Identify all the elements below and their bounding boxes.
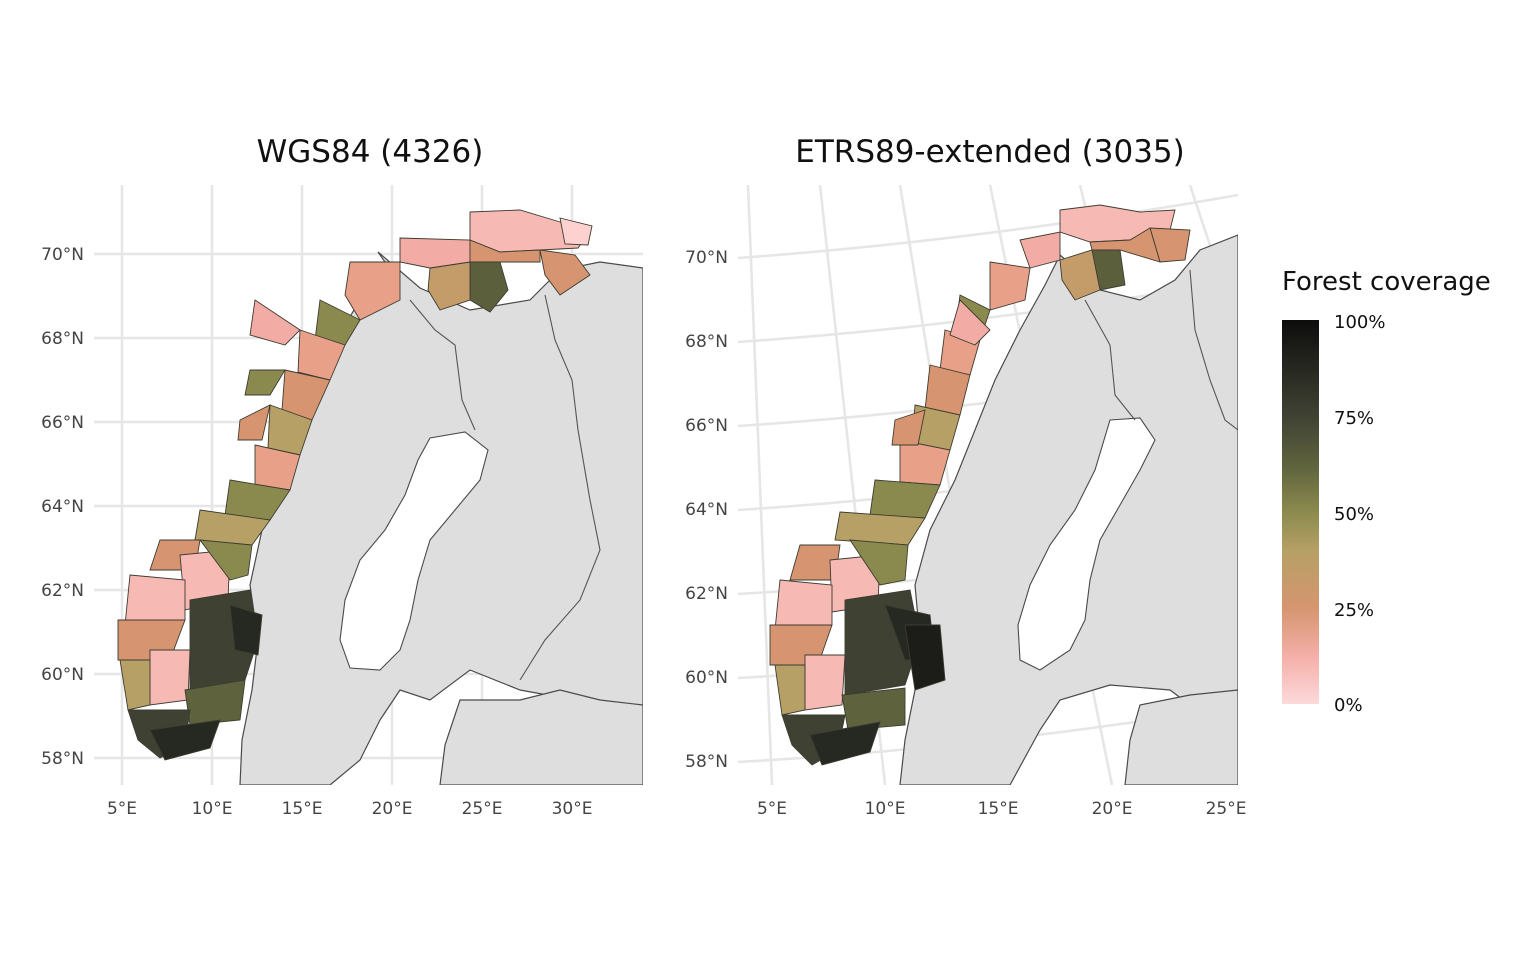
x-tick: 5°E xyxy=(107,799,137,819)
panel-etrs89: ETRS89-extended (3035) xyxy=(685,134,1246,819)
legend-title: Forest coverage xyxy=(1282,267,1491,297)
y-tick: 68°N xyxy=(41,329,84,349)
x-tick: 15°E xyxy=(282,799,323,819)
legend-label: 0% xyxy=(1334,695,1363,716)
legend-label: 25% xyxy=(1334,600,1374,621)
y-tick: 64°N xyxy=(41,497,84,517)
legend-label: 100% xyxy=(1334,312,1385,333)
y-tick: 70°N xyxy=(685,248,728,268)
y-tick: 58°N xyxy=(685,752,728,772)
x-tick: 20°E xyxy=(372,799,413,819)
x-axis-ticks: 5°E 10°E 15°E 20°E 25°E 30°E xyxy=(107,799,592,819)
x-axis-ticks: 5°E 10°E 15°E 20°E 25°E xyxy=(757,799,1246,819)
norway-municipalities xyxy=(117,209,593,761)
y-tick: 66°N xyxy=(685,416,728,436)
legend-label: 75% xyxy=(1334,408,1374,429)
x-tick: 25°E xyxy=(1206,799,1247,819)
panel-wgs84: WGS84 (4326) xyxy=(41,134,643,819)
x-tick: 5°E xyxy=(757,799,787,819)
x-tick: 25°E xyxy=(462,799,503,819)
norway-municipalities xyxy=(769,204,1191,766)
panel-title: WGS84 (4326) xyxy=(257,134,484,170)
y-tick: 60°N xyxy=(41,665,84,685)
gulf-of-bothnia xyxy=(339,431,489,671)
y-axis-ticks: 70°N 68°N 66°N 64°N 62°N 60°N 58°N xyxy=(685,248,728,772)
y-tick: 68°N xyxy=(685,332,728,352)
legend: Forest coverage 100% 75% 50% 25% 0% xyxy=(1282,267,1491,716)
legend-label: 50% xyxy=(1334,504,1374,525)
estonia-land xyxy=(439,689,643,785)
x-tick: 20°E xyxy=(1092,799,1133,819)
x-tick: 30°E xyxy=(552,799,593,819)
gulf-of-bothnia xyxy=(1017,417,1156,671)
y-tick: 64°N xyxy=(685,500,728,520)
x-tick: 10°E xyxy=(192,799,233,819)
y-tick: 62°N xyxy=(685,584,728,604)
map-etrs89 xyxy=(769,204,1238,785)
y-tick: 62°N xyxy=(41,581,84,601)
y-axis-ticks: 70°N 68°N 66°N 64°N 62°N 60°N 58°N xyxy=(41,245,84,769)
legend-colorbar xyxy=(1282,320,1319,704)
neighbour-land xyxy=(899,234,1238,785)
y-tick: 58°N xyxy=(41,749,84,769)
map-wgs84 xyxy=(117,209,643,785)
panel-title: ETRS89-extended (3035) xyxy=(795,134,1184,170)
estonia-land xyxy=(1124,689,1238,785)
y-tick: 70°N xyxy=(41,245,84,265)
x-tick: 15°E xyxy=(978,799,1019,819)
x-tick: 10°E xyxy=(865,799,906,819)
y-tick: 60°N xyxy=(685,668,728,688)
y-tick: 66°N xyxy=(41,413,84,433)
